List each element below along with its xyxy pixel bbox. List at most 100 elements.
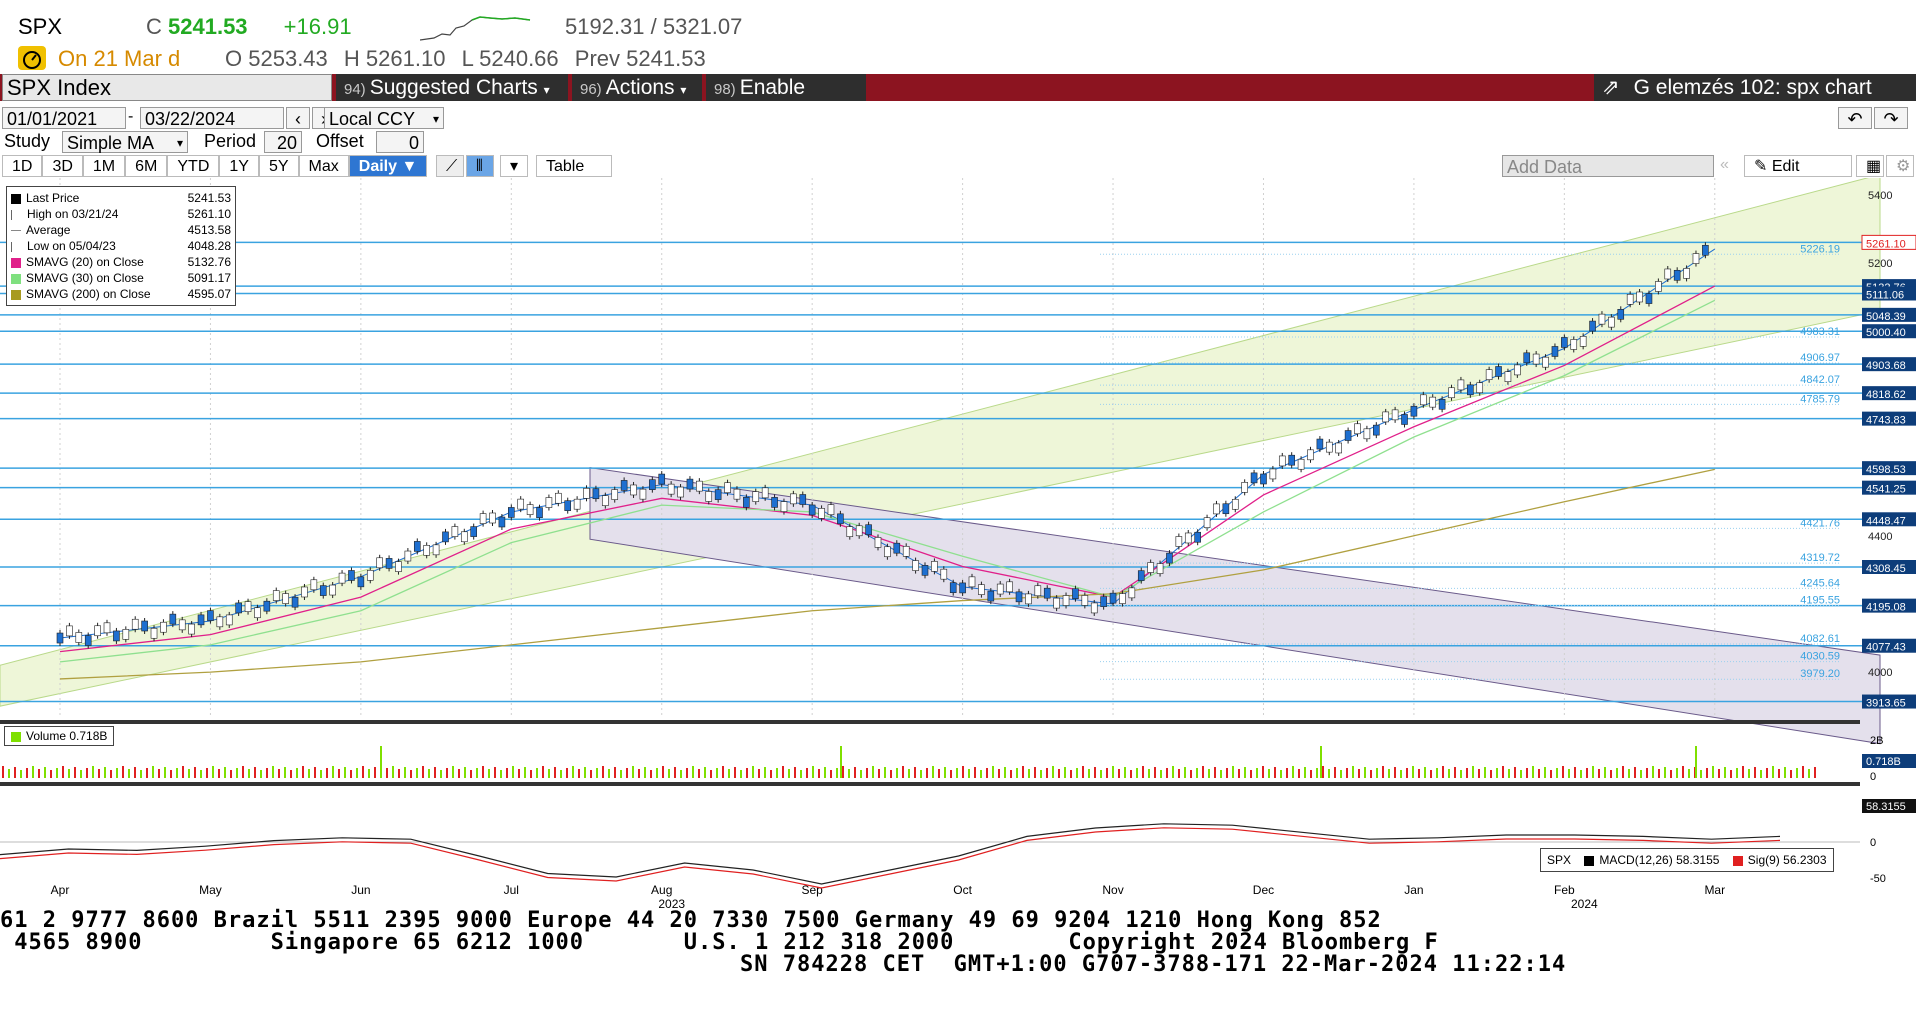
period-field[interactable]: 20 — [264, 131, 302, 153]
volume-bar — [1004, 767, 1006, 778]
volume-bar — [638, 769, 640, 778]
volume-bar — [1034, 767, 1036, 778]
volume-bar — [848, 769, 850, 778]
end-date-field[interactable]: 03/22/2024 — [140, 107, 284, 129]
gauge-icon[interactable] — [18, 46, 46, 70]
volume-bar — [458, 769, 460, 778]
candle-body — [1344, 430, 1352, 441]
range-1d[interactable]: 1D — [2, 155, 43, 177]
level-box — [1862, 324, 1916, 339]
add-data-input[interactable]: Add Data — [1502, 155, 1714, 177]
chart-settings-icon[interactable]: ▦ — [1856, 155, 1884, 177]
security-field[interactable]: SPX Index — [2, 74, 332, 101]
x-tick-label: Sep — [801, 883, 823, 897]
candle-body — [743, 497, 750, 508]
prev-arrow-button[interactable]: ‹ — [286, 107, 310, 129]
range-5y[interactable]: 5Y — [258, 155, 299, 177]
offset-field[interactable]: 0 — [376, 131, 424, 153]
volume-bar — [710, 770, 712, 778]
volume-bar — [1754, 767, 1756, 778]
currency-select[interactable]: Local CCY ▾ — [324, 107, 444, 129]
volume-bar — [1064, 767, 1066, 778]
volume-bar — [1466, 768, 1468, 778]
volume-tick: 2B — [1870, 735, 1883, 747]
volume-spike — [1320, 746, 1322, 778]
candle-body — [188, 623, 195, 635]
candle-body — [808, 504, 816, 516]
volume-bar — [668, 769, 670, 778]
volume-bar — [338, 769, 340, 778]
study-select[interactable]: Simple MA ▾ — [62, 131, 188, 153]
volume-bar — [1796, 768, 1798, 778]
candle-body — [1410, 405, 1418, 417]
volume-bar — [1730, 770, 1732, 778]
suggested-charts-button[interactable]: 94) Suggested Charts ▾ — [336, 74, 568, 101]
frequency-select[interactable]: Daily ▼ — [348, 155, 428, 177]
minor-level-label: 4195.55 — [1800, 594, 1840, 606]
volume-bar — [722, 766, 724, 778]
range-1y[interactable]: 1Y — [219, 155, 259, 177]
candle-body — [1260, 473, 1267, 485]
candle-body — [1429, 396, 1437, 408]
macd-value: 58.3155 — [1866, 801, 1906, 813]
candle-body — [1241, 482, 1248, 493]
candle-body — [263, 600, 271, 612]
volume-bar — [1316, 768, 1318, 778]
style-dropdown[interactable]: ▾ — [500, 155, 528, 177]
volume-bar — [50, 770, 52, 778]
candle-body — [1297, 458, 1305, 470]
candle-body — [639, 488, 647, 500]
range-3d[interactable]: 3D — [42, 155, 83, 177]
line-icon[interactable]: ⟋ — [436, 155, 464, 177]
chevron-down-icon: ▾ — [680, 83, 687, 97]
volume-bar — [290, 770, 292, 778]
volume-bar — [1394, 767, 1396, 778]
volume-bar — [872, 766, 874, 778]
range-1m[interactable]: 1M — [82, 155, 126, 177]
candle-body — [319, 585, 327, 596]
bar-icon[interactable]: ⫴ — [466, 155, 494, 177]
volume-bar — [260, 770, 262, 778]
price-chart[interactable]: 5261.105132.765111.065048.395000.404903.… — [0, 178, 1916, 978]
macd-line — [0, 823, 1781, 885]
volume-bar — [740, 770, 742, 778]
x-tick-label: Nov — [1102, 883, 1123, 897]
volume-bar — [1070, 770, 1072, 778]
start-date-field[interactable]: 01/01/2021 — [2, 107, 126, 129]
undo-button[interactable]: ↶ — [1838, 107, 1872, 129]
candle-body — [1231, 498, 1239, 510]
candle-body — [1222, 503, 1230, 515]
redo-button[interactable]: ↷ — [1874, 107, 1908, 129]
range-max[interactable]: Max — [298, 155, 349, 177]
volume-bar — [1550, 770, 1552, 778]
volume-bar — [1442, 766, 1444, 778]
enable-save-button[interactable]: 98) Enable Save — [706, 74, 866, 128]
volume-bar — [1082, 766, 1084, 778]
candle-body — [207, 610, 214, 621]
collapse-icon[interactable]: « — [1720, 156, 1729, 173]
volume-spike — [380, 746, 382, 778]
legend-row: Low on 05/04/23 4048.28 — [11, 238, 231, 254]
volume-bar — [320, 770, 322, 778]
actions-button[interactable]: 96) Actions ▾ — [572, 74, 702, 101]
signal-line — [0, 827, 1781, 889]
candle-body — [1025, 593, 1032, 605]
table-button[interactable]: Table — [536, 155, 612, 177]
volume-bar — [1430, 770, 1432, 778]
range-ytd[interactable]: YTD — [167, 155, 220, 177]
gear-icon[interactable]: ⚙ — [1886, 155, 1914, 177]
range-6m[interactable]: 6M — [125, 155, 168, 177]
candle-body — [1128, 587, 1136, 599]
volume-bar — [1772, 766, 1774, 778]
volume-bar — [1556, 768, 1558, 778]
candle-body — [94, 625, 101, 637]
x-tick-label: Jul — [504, 883, 519, 897]
candle-body — [733, 488, 741, 500]
chart-title[interactable]: ⇗ G elemzés 102: spx chart — [1594, 74, 1916, 101]
edit-chart-button[interactable]: ✎ Edit Chart — [1744, 155, 1852, 197]
candle-body — [1579, 336, 1587, 347]
volume-bar — [56, 768, 58, 778]
candle-body — [1288, 454, 1295, 466]
volume-bar — [8, 769, 10, 778]
candle-body — [357, 576, 365, 588]
